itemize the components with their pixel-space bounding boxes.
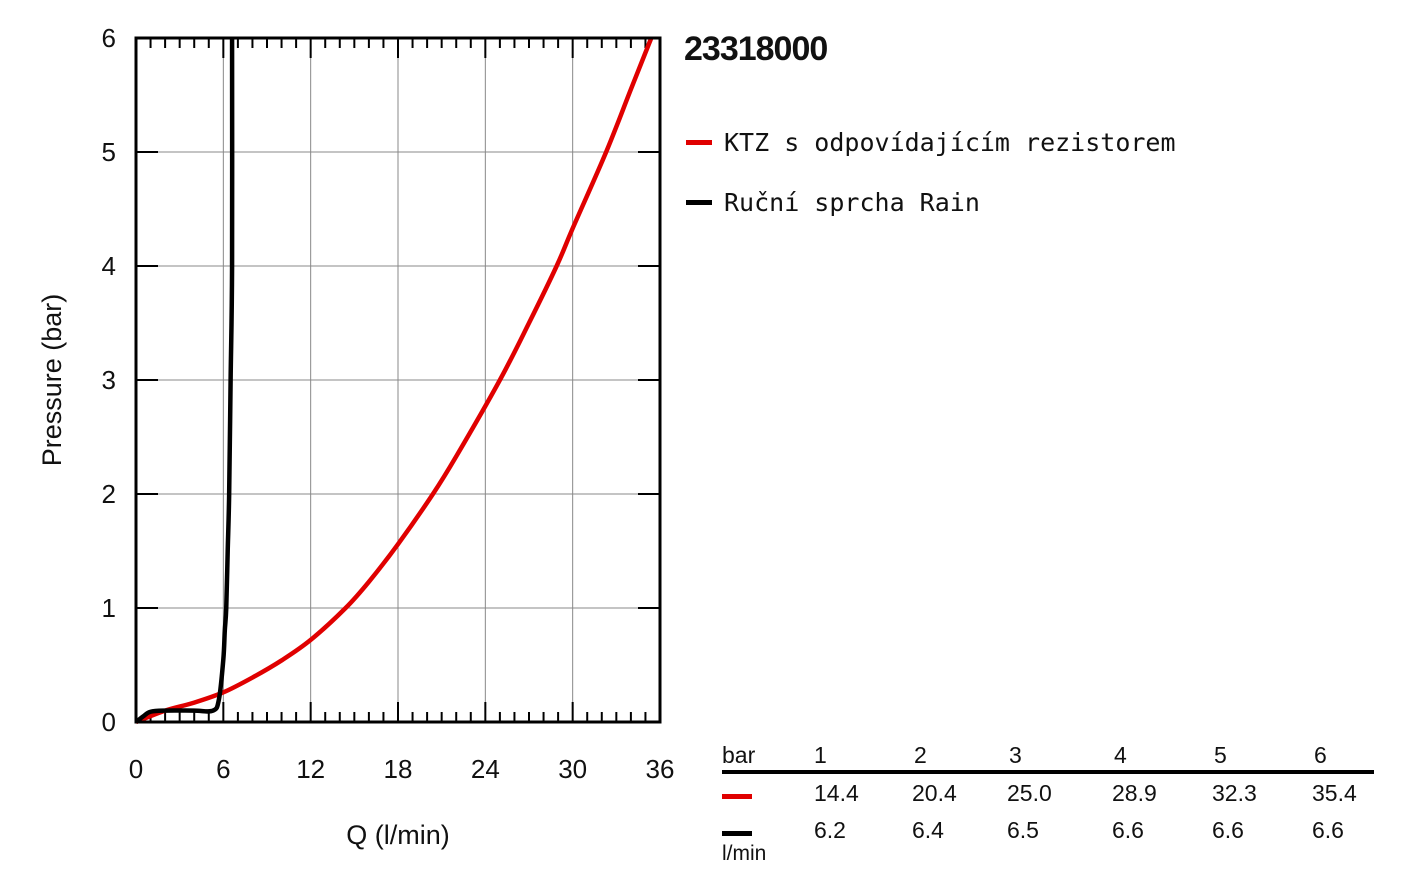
y-tick-label: 0 [102,707,116,737]
legend: KTZ s odpovídajícím rezistorem Ruční spr… [686,112,1176,232]
y-tick-label: 6 [102,23,116,53]
table-cell: 6.5 [1007,817,1039,843]
table-cell: 6.6 [1312,817,1344,843]
series-line-rain [134,37,235,724]
product-number: 23318000 [684,30,828,68]
y-tick-label: 5 [102,137,116,167]
x-axis-title: Q (l/min) [346,820,450,850]
legend-swatch-black [686,199,712,205]
row-swatch-black [722,831,752,836]
legend-item-ktz: KTZ s odpovídajícím rezistorem [686,112,1176,172]
y-tick-label: 4 [102,251,116,281]
table-cell: 25.0 [1007,780,1052,806]
x-tick-label: 0 [129,754,143,784]
y-tick-labels: 0 1 2 3 4 5 6 [102,23,116,737]
chart-grid [136,38,660,722]
table-cell: 35.4 [1312,780,1357,806]
table-cell: 28.9 [1112,780,1157,806]
x-tick-labels: 0 6 12 18 24 30 36 [129,754,675,784]
x-tick-label: 30 [558,754,587,784]
table-cell: 6.6 [1212,817,1244,843]
plot-frame [134,36,662,724]
table-header-cell: 3 [1009,742,1022,768]
flow-table: bar 1 2 3 4 5 6 14.4 20.4 25.0 28.9 32.3… [722,742,1374,865]
table-cell: 6.6 [1112,817,1144,843]
table-cell: 20.4 [912,780,957,806]
row-swatch-red [722,794,752,799]
series-line-ktz [135,37,654,725]
table-header-cell: 4 [1114,742,1127,768]
table-cell: 6.4 [912,817,944,843]
table-cell: 14.4 [814,780,859,806]
table-header-cell: 1 [814,742,827,768]
legend-label: Ruční sprcha Rain [724,187,980,217]
table-cell: 6.2 [814,817,846,843]
y-tick-label: 3 [102,365,116,395]
table-header-cell: 2 [914,742,927,768]
x-tick-label: 18 [384,754,413,784]
table-cell: 32.3 [1212,780,1257,806]
x-tick-label: 12 [296,754,325,784]
y-tick-label: 2 [102,479,116,509]
series-layer [134,37,654,725]
y-axis-title: Pressure (bar) [37,294,67,467]
table-row: 14.4 20.4 25.0 28.9 32.3 35.4 [722,780,1374,817]
table-header-cell: 6 [1314,742,1327,768]
table-unit-label: l/min [722,842,767,865]
x-tick-label: 36 [646,754,675,784]
minor-ticks [149,38,647,722]
y-tick-label: 1 [102,593,116,623]
legend-label: KTZ s odpovídajícím rezistorem [724,127,1176,157]
table-row: 6.2 6.4 6.5 6.6 6.6 6.6 [722,817,1374,854]
table-header-row: bar 1 2 3 4 5 6 [722,742,1374,774]
x-tick-label: 6 [216,754,230,784]
legend-item-rain: Ruční sprcha Rain [686,172,1176,232]
x-tick-label: 24 [471,754,500,784]
table-header-unit: bar [722,742,756,768]
table-header-cell: 5 [1214,742,1227,768]
legend-swatch-red [686,139,712,145]
